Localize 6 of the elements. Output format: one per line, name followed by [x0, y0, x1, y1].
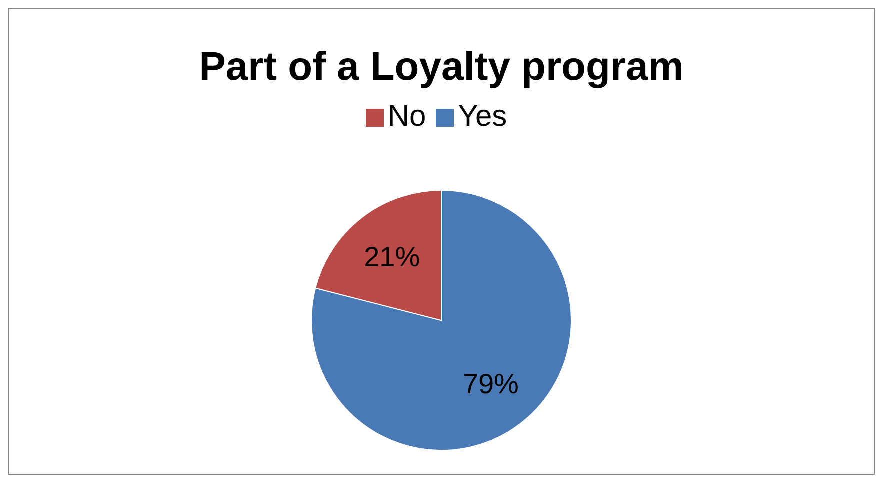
data-label: 79% — [462, 368, 519, 400]
data-label: 21% — [364, 241, 420, 272]
legend-label: No — [388, 100, 426, 133]
legend-label: Yes — [458, 100, 508, 133]
chart-title: Part of a Loyalty program — [198, 44, 685, 91]
pie-slice — [311, 190, 572, 451]
